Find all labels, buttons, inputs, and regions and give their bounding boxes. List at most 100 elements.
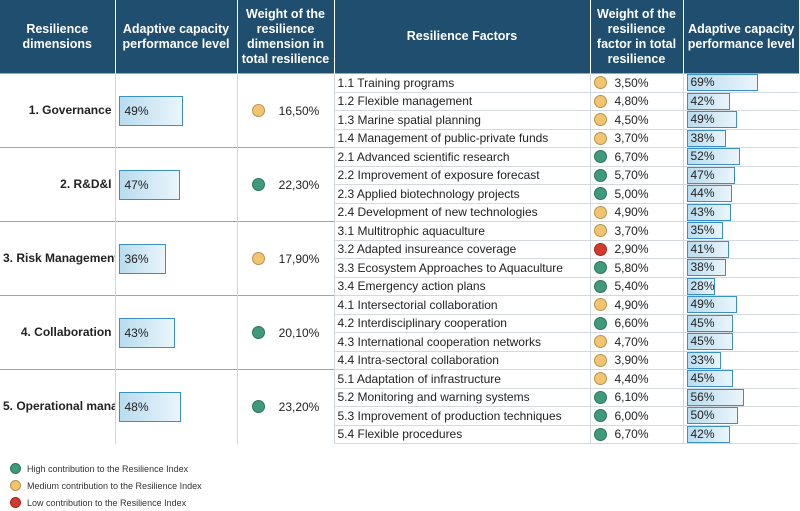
factor-level-bar: 42% (686, 92, 777, 110)
factor-level-bar: 56% (686, 388, 777, 406)
dimension-level-cell: 43% (115, 295, 238, 370)
factor-level-cell: 42% (683, 425, 799, 444)
table-row: 2.3 Applied biotechnology projects 5,00% 4… (0, 184, 799, 204)
dimension-name: 2. R&D&I (0, 147, 116, 222)
factor-weight-cell: 4,80% (590, 92, 684, 111)
factor-contribution-dot (593, 168, 607, 182)
dimension-level-bar-fill (118, 243, 166, 274)
dimension-weight: 23,20% (241, 400, 331, 414)
legend-label: High contribution to the Resilience Inde… (27, 463, 189, 474)
dimension-name: 5. Operational management (0, 369, 116, 444)
factor-weight-value: 3,70% (614, 131, 649, 146)
factor-name: 1.1 Training programs (334, 73, 591, 93)
dimension-contribution-dot (251, 326, 265, 339)
factor-weight-value: 2,90% (614, 242, 649, 257)
dimension-weight-cell: 20,10% (237, 295, 335, 370)
factor-weight-cell: 6,60% (590, 314, 684, 333)
factor-level-bar: 69% (686, 74, 777, 92)
factor-level-bar: 45% (686, 333, 777, 351)
factor-name: 3.3 Ecosystem Approaches to Aquaculture (334, 258, 591, 278)
factor-level-bar: 42% (686, 425, 777, 443)
factor-level-cell: 50% (683, 406, 799, 426)
factor-weight-value: 5,70% (614, 168, 649, 183)
factor-name: 4.1 Intersectorial collaboration (334, 295, 591, 315)
factor-contribution-dot (593, 372, 607, 386)
table-row: 4.3 International cooperation networks 4,… (0, 332, 799, 352)
factor-weight-cell: 3,70% (590, 221, 684, 241)
factor-name: 1.3 Marine spatial planning (334, 110, 591, 130)
factor-weight: 4,50% (593, 113, 680, 127)
factor-contribution-dot (593, 261, 607, 275)
factor-weight-value: 5,00% (614, 186, 649, 201)
factor-level-bar-fill (686, 333, 734, 351)
dimension-weight-cell: 16,50% (237, 73, 335, 148)
factor-contribution-dot (593, 205, 607, 219)
dimension-contribution-dot (251, 178, 265, 191)
factor-name: 4.2 Interdisciplinary cooperation (334, 314, 591, 333)
factor-level-cell: 38% (683, 129, 799, 148)
dimension-weight: 17,90% (241, 252, 331, 266)
dimension-name: 4. Collaboration (0, 295, 116, 370)
factor-level-bar-label: 41% (690, 241, 715, 256)
factor-level-bar-fill (686, 388, 745, 406)
dimension-level-bar: 47% (118, 169, 237, 200)
dimension-level-bar-label: 48% (124, 399, 149, 414)
factor-contribution-dot (593, 94, 607, 108)
factor-weight: 6,00% (593, 409, 680, 423)
factor-level-bar-fill (686, 296, 738, 314)
factor-contribution-dot (593, 335, 607, 349)
factor-contribution-dot (593, 353, 607, 367)
factor-weight: 3,90% (593, 353, 680, 368)
factor-weight-cell: 5,80% (590, 258, 684, 278)
factor-contribution-dot (593, 279, 607, 293)
dimension-name: 3. Risk Management (0, 221, 116, 296)
dimension-level-bar-fill (118, 317, 175, 348)
factor-level-bar: 45% (686, 370, 777, 388)
factor-name: 1.2 Flexible management (334, 92, 591, 111)
factor-weight-value: 6,60% (614, 316, 649, 331)
factor-level-bar-label: 45% (690, 315, 715, 330)
factor-level-bar: 49% (686, 296, 777, 314)
factor-contribution-dot (593, 298, 607, 312)
factor-weight-cell: 4,50% (590, 110, 684, 130)
factor-level-bar-fill (686, 92, 730, 110)
table-row: 2.2 Improvement of exposure forecast 5,70… (0, 166, 799, 185)
dimension-weight: 22,30% (241, 178, 331, 192)
factor-level-bar-label: 38% (690, 130, 715, 145)
dimension-weight-cell: 22,30% (237, 147, 335, 222)
table-row: 5.3 Improvement of production techniques… (0, 406, 799, 426)
factor-contribution-dot (593, 187, 607, 201)
factor-weight: 3,70% (593, 224, 680, 238)
factor-weight-value: 5,80% (614, 260, 649, 275)
factor-level-bar-label: 47% (690, 167, 715, 182)
factor-weight: 2,90% (593, 242, 680, 257)
table-row: 3.4 Emergency action plans 5,40% 28% (0, 277, 799, 296)
factor-weight-value: 4,90% (614, 205, 649, 220)
dimension-name: 1. Governance (0, 73, 116, 148)
factor-contribution-dot (593, 131, 607, 145)
factor-weight: 4,80% (593, 94, 680, 108)
dimension-weight-value: 16,50% (278, 103, 320, 118)
factor-level-bar-label: 42% (690, 426, 715, 441)
factor-weight-value: 3,90% (614, 353, 649, 368)
table-row: 1.2 Flexible management 4,80% 42% (0, 92, 799, 111)
factor-level-cell: 38% (683, 258, 799, 278)
dimension-weight: 20,10% (241, 326, 331, 340)
factor-level-cell: 49% (683, 295, 799, 315)
factor-weight: 5,70% (593, 168, 680, 183)
legend-label: Low contribution to the Resilience Index (27, 497, 187, 508)
factor-level-bar-fill (686, 148, 741, 166)
factor-weight-cell: 2,90% (590, 240, 684, 259)
factor-level-bar: 28% (686, 277, 777, 295)
dimension-level-bar-label: 47% (124, 177, 149, 192)
factor-level-cell: 42% (683, 92, 799, 111)
factor-name: 1.4 Management of public-private funds (334, 129, 591, 148)
factor-level-bar-fill (686, 425, 730, 443)
factor-weight-cell: 4,90% (590, 295, 684, 315)
factor-contribution-dot (593, 150, 607, 164)
table-row: 4.4 Intra-sectoral collaboration 3,90% 33% (0, 351, 799, 370)
factor-level-cell: 28% (683, 277, 799, 296)
factor-weight-cell: 6,70% (590, 425, 684, 444)
factor-weight-cell: 3,50% (590, 73, 684, 93)
factor-level-bar: 33% (686, 351, 777, 369)
